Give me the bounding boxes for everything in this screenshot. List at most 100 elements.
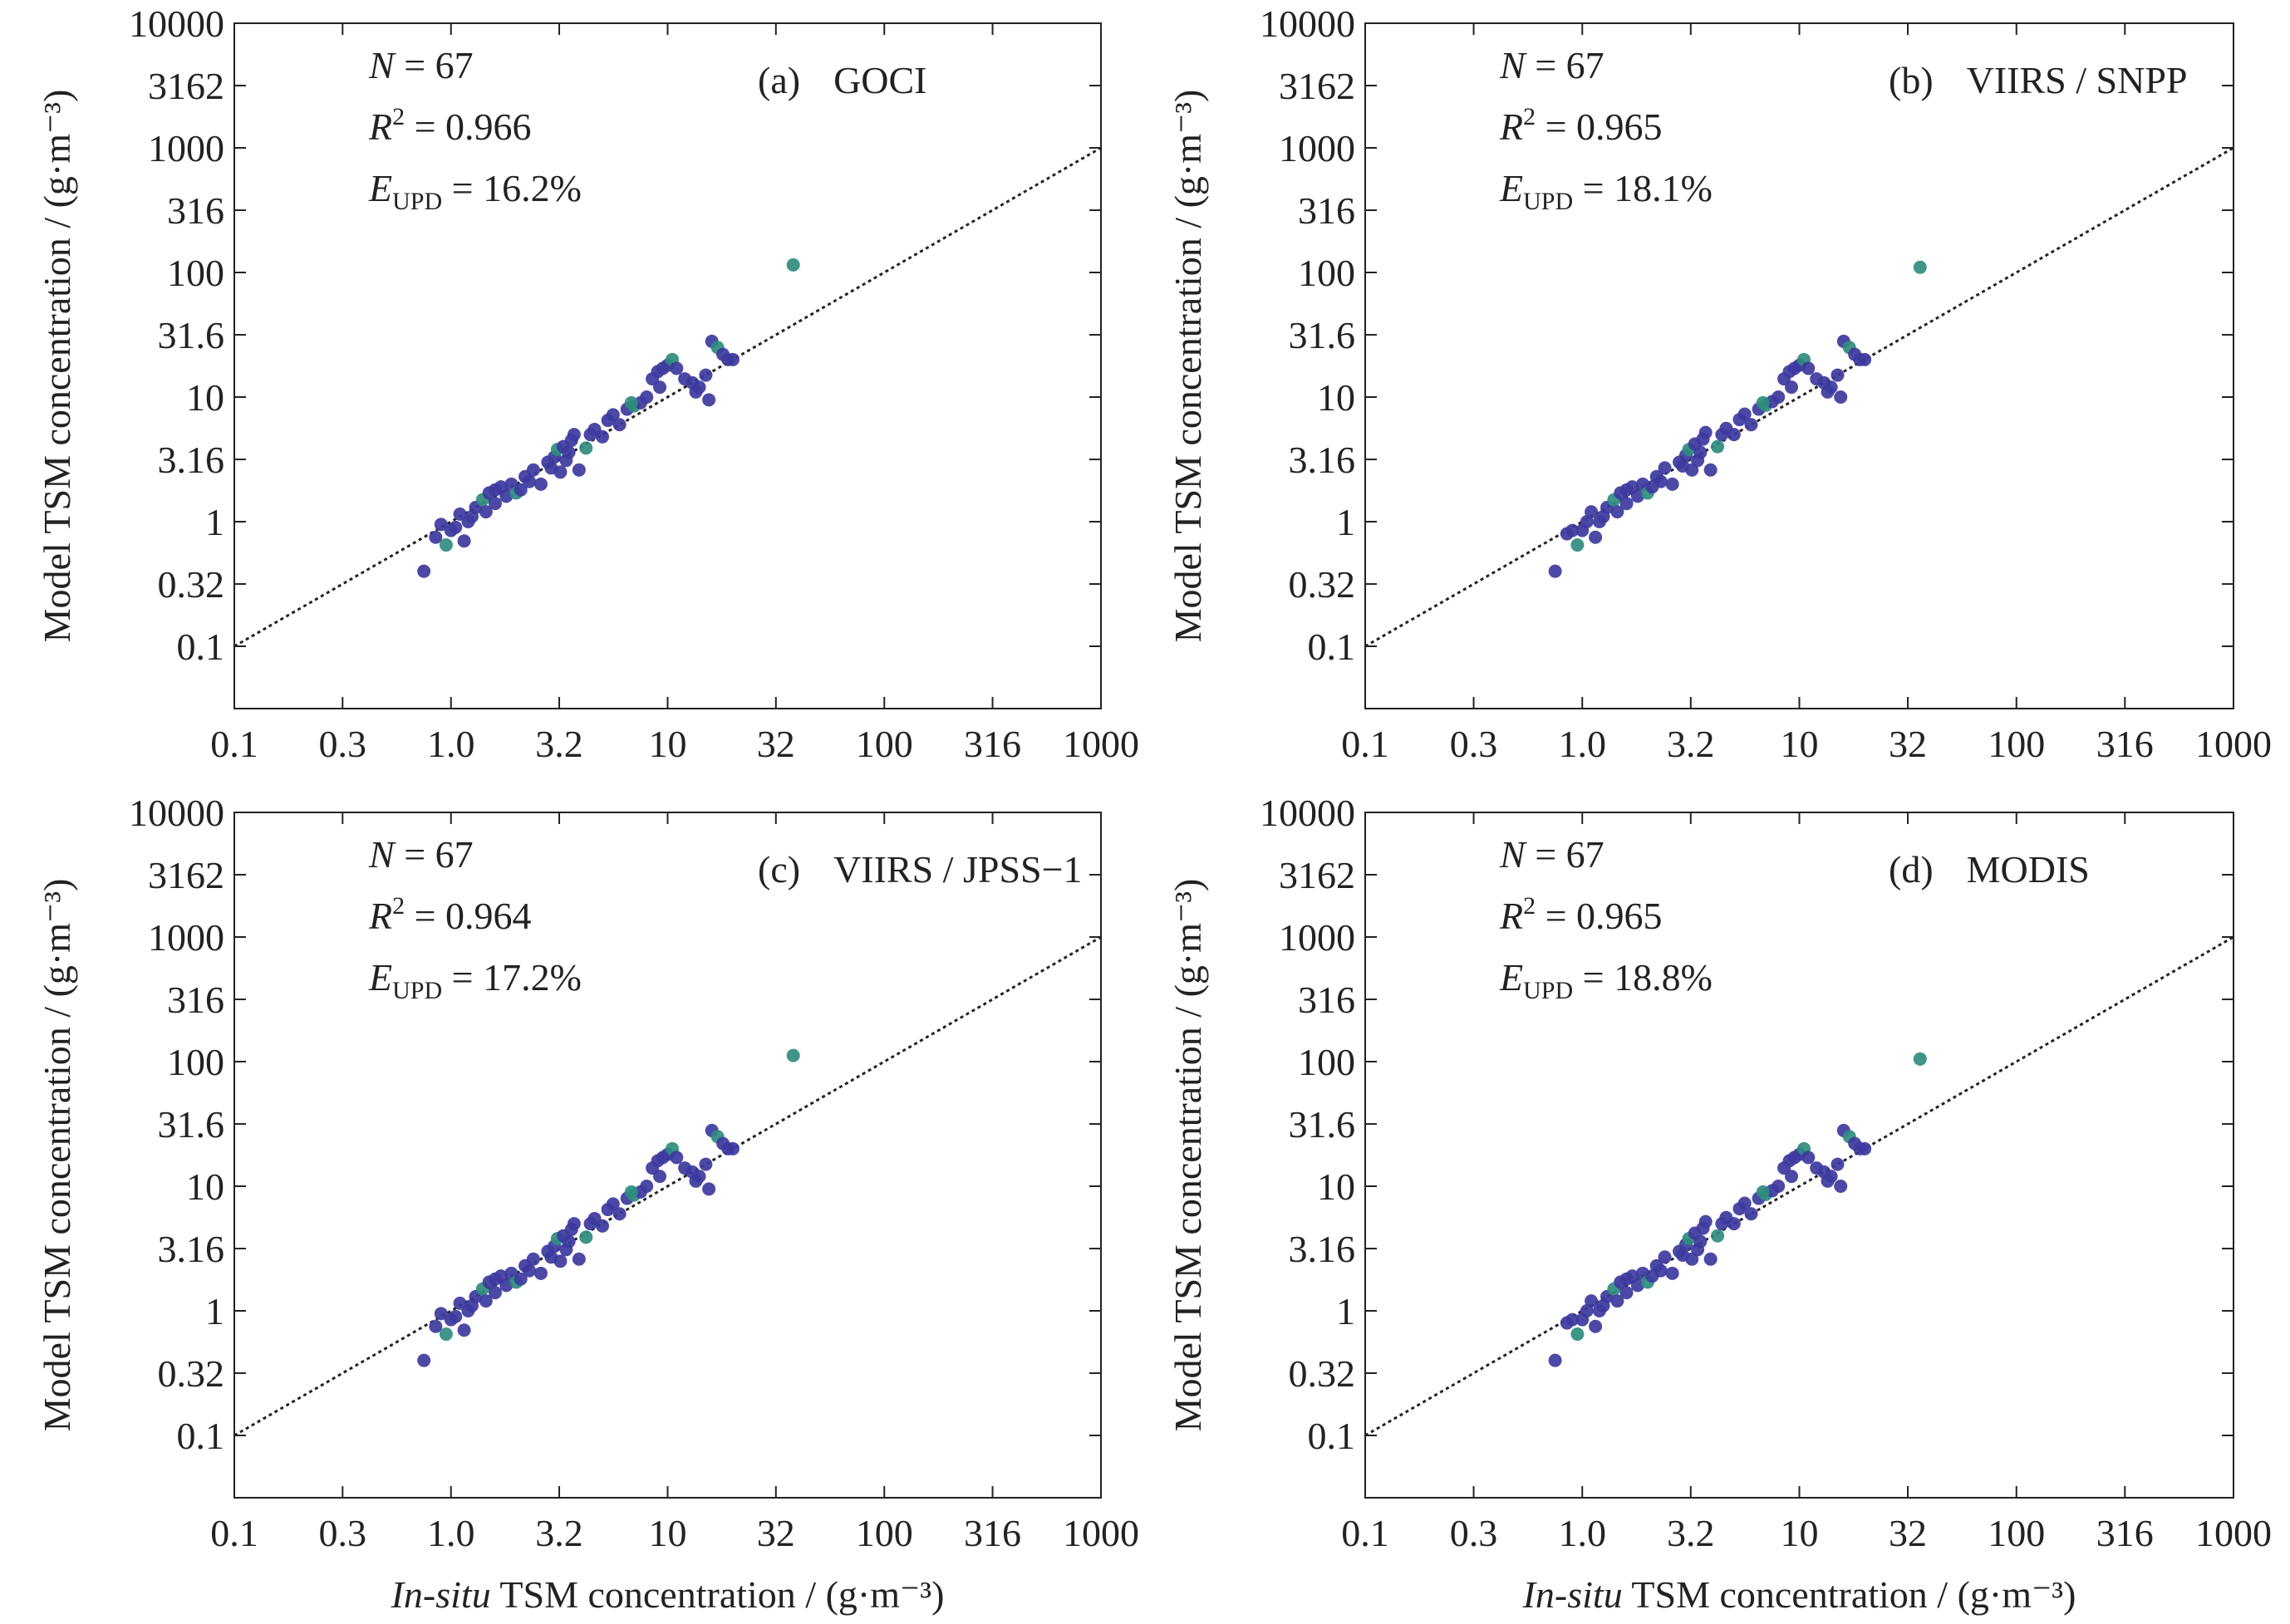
- data-point: [1785, 380, 1799, 395]
- x-tick-label: 10: [1781, 723, 1819, 765]
- x-tick-label: 10: [1781, 1512, 1819, 1554]
- data-point: [1703, 1252, 1718, 1266]
- data-point: [1619, 497, 1634, 511]
- x-tick-label: 10: [649, 723, 687, 765]
- y-tick-label: 3.16: [158, 439, 225, 481]
- x-tick-label: 316: [964, 723, 1021, 765]
- data-point: [1548, 564, 1562, 578]
- stat-n: N = 67: [1499, 44, 1604, 86]
- y-tick-label: 316: [167, 979, 224, 1021]
- data-point: [1570, 1327, 1585, 1342]
- x-tick-label: 316: [2096, 723, 2154, 765]
- data-point: [417, 1353, 431, 1367]
- x-tick-label: 3.2: [535, 1512, 583, 1554]
- y-tick-label: 3162: [1279, 854, 1355, 896]
- y-tick-label: 10000: [1260, 2, 1355, 45]
- y-axis-label: Model TSM concentration / (g·m⁻³): [36, 90, 78, 643]
- data-point: [1831, 1157, 1845, 1171]
- x-tick-label: 1000: [2195, 1512, 2272, 1554]
- stat-r2: R2 = 0.965: [1499, 103, 1663, 148]
- data-point: [465, 509, 479, 523]
- x-tick-label: 0.3: [319, 723, 367, 765]
- data-point: [479, 505, 493, 519]
- data-point: [559, 1243, 573, 1257]
- y-tick-label: 316: [167, 189, 224, 232]
- y-tick-label: 10000: [1260, 792, 1355, 834]
- data-point: [640, 1179, 654, 1193]
- y-tick-label: 10: [1317, 376, 1355, 419]
- x-axis-label: In-situ TSM concentration / (g·m⁻³): [391, 1573, 945, 1616]
- y-axis-label: Model TSM concentration / (g·m⁻³): [1167, 879, 1209, 1432]
- data-point: [1858, 1141, 1872, 1155]
- data-point: [1691, 1243, 1705, 1257]
- y-tick-label: 316: [1298, 979, 1355, 1021]
- data-point: [725, 1141, 740, 1155]
- data-point: [1785, 1170, 1799, 1184]
- y-tick-label: 1000: [148, 127, 224, 169]
- y-tick-label: 100: [1298, 252, 1355, 294]
- data-point: [1654, 1263, 1668, 1278]
- data-point: [449, 520, 463, 534]
- data-point: [1715, 1217, 1729, 1231]
- stat-eupd: EUPD = 16.2%: [368, 167, 582, 215]
- data-point: [596, 1219, 610, 1233]
- x-tick-label: 0.3: [1450, 1512, 1498, 1554]
- data-point: [1727, 428, 1741, 442]
- y-tick-label: 1: [1336, 501, 1355, 543]
- data-point: [533, 477, 548, 491]
- data-point: [653, 1170, 667, 1184]
- data-point: [579, 1230, 593, 1244]
- x-tick-label: 0.3: [319, 1512, 367, 1554]
- panel-c: 0.1 0.3 1.0 3.2 10 32 100 316 1000 0.1 0.32 1 3.16 10…: [36, 792, 1139, 1616]
- data-point: [488, 1272, 502, 1286]
- data-point: [567, 1217, 581, 1231]
- y-tick-label: 10000: [129, 792, 224, 834]
- data-point: [786, 1048, 800, 1062]
- data-point: [1665, 1266, 1679, 1280]
- data-point: [417, 564, 431, 578]
- x-tick-label: 1.0: [427, 1512, 475, 1554]
- data-point: [1698, 1214, 1713, 1229]
- y-tick-label: 0.32: [1289, 1352, 1356, 1395]
- panel-label: (d) MODIS: [1889, 848, 2090, 891]
- data-point: [689, 1174, 703, 1188]
- y-tick-label: 1: [205, 1290, 224, 1332]
- panel-label: (b) VIIRS / SNPP: [1889, 59, 2188, 101]
- data-point: [624, 395, 638, 410]
- data-point: [1858, 352, 1872, 366]
- data-point: [572, 1252, 586, 1266]
- x-tick-label: 0.1: [1341, 1512, 1389, 1554]
- y-tick-label: 31.6: [158, 314, 225, 356]
- data-point: [544, 461, 558, 475]
- panel-label: (a) GOCI: [758, 59, 927, 101]
- data-point: [1737, 1196, 1752, 1210]
- x-tick-label: 100: [856, 723, 913, 765]
- data-point: [457, 1323, 471, 1337]
- data-point: [449, 1309, 463, 1323]
- data-point: [1610, 505, 1624, 519]
- data-point: [1596, 1298, 1610, 1312]
- data-point: [1834, 390, 1848, 404]
- stat-r2: R2 = 0.966: [368, 103, 532, 148]
- data-point: [612, 1207, 627, 1221]
- stat-r2: R2 = 0.965: [1499, 892, 1663, 937]
- stat-eupd: EUPD = 18.8%: [1499, 956, 1713, 1004]
- y-tick-label: 100: [167, 252, 224, 294]
- one-to-one-line: [233, 935, 1102, 1437]
- data-point: [434, 518, 448, 532]
- y-tick-label: 100: [167, 1041, 224, 1083]
- x-axis-label: In-situ TSM concentration / (g·m⁻³): [1522, 1573, 2076, 1616]
- data-point: [457, 534, 471, 548]
- data-point: [583, 428, 597, 442]
- data-point: [699, 368, 713, 382]
- data-point: [579, 441, 593, 455]
- data-point: [653, 380, 667, 395]
- data-point: [689, 385, 703, 399]
- data-point: [1676, 1248, 1690, 1262]
- x-tick-label: 0.1: [1341, 723, 1389, 765]
- data-point: [596, 429, 610, 444]
- y-tick-label: 10: [1317, 1165, 1355, 1208]
- y-tick-label: 10000: [129, 2, 224, 45]
- y-tick-label: 1: [1336, 1290, 1355, 1332]
